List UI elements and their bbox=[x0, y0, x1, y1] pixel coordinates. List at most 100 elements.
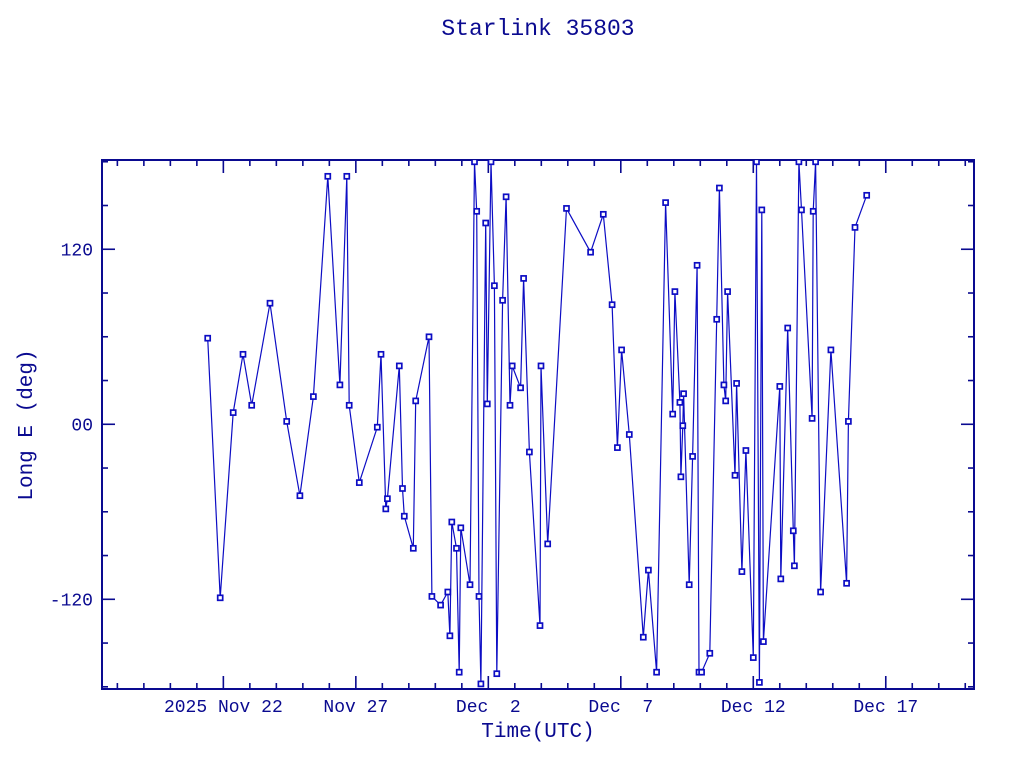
data-point-marker bbox=[731, 471, 739, 479]
data-point-marker bbox=[425, 333, 433, 341]
data-point-marker bbox=[608, 301, 616, 309]
data-point-marker bbox=[724, 288, 731, 295]
data-point-marker bbox=[618, 346, 625, 354]
data-point-marker bbox=[428, 593, 436, 600]
data-point-marker bbox=[776, 383, 784, 390]
data-point-marker bbox=[296, 492, 304, 500]
x-tick-label: Dec 7 bbox=[588, 698, 653, 718]
y-tick-label: -120 bbox=[50, 591, 93, 611]
x-tick-label: Nov 27 bbox=[323, 698, 388, 718]
data-point-marker bbox=[698, 668, 705, 676]
data-point-marker bbox=[716, 184, 723, 192]
x-tick-label: Dec 2 bbox=[456, 698, 521, 718]
data-point-marker bbox=[487, 160, 495, 166]
data-point-marker bbox=[685, 581, 693, 589]
data-point-marker bbox=[662, 199, 669, 206]
y-tick-label: 120 bbox=[61, 241, 93, 261]
data-point-marker bbox=[536, 622, 544, 629]
data-point-marker bbox=[399, 485, 406, 492]
data-point-marker bbox=[742, 447, 750, 454]
data-point-marker bbox=[851, 224, 859, 231]
data-point-marker bbox=[526, 448, 533, 456]
data-point-marker bbox=[384, 495, 391, 503]
data-point-marker bbox=[437, 601, 444, 609]
data-point-marker bbox=[355, 479, 363, 486]
data-point-marker bbox=[749, 654, 757, 661]
data-point-marker bbox=[457, 524, 465, 532]
data-point-marker bbox=[453, 544, 460, 552]
data-point-marker bbox=[204, 334, 212, 342]
chart-title: Starlink 35803 bbox=[441, 16, 635, 42]
data-point-marker bbox=[502, 193, 510, 201]
data-point-marker bbox=[517, 384, 524, 392]
data-point-marker bbox=[466, 581, 474, 589]
data-point-marker bbox=[482, 219, 490, 227]
data-point-marker bbox=[809, 207, 817, 215]
data-line bbox=[207, 161, 868, 684]
data-point-marker bbox=[471, 160, 478, 166]
data-point-marker bbox=[266, 299, 274, 307]
data-point-marker bbox=[444, 588, 452, 596]
data-point-marker bbox=[758, 206, 766, 214]
data-point-marker bbox=[843, 579, 850, 587]
data-point-marker bbox=[343, 172, 351, 180]
data-point-marker bbox=[599, 210, 607, 218]
x-axis-label: Time(UTC) bbox=[481, 721, 595, 744]
x-tick-label: Dec 12 bbox=[721, 698, 786, 718]
data-point-marker bbox=[473, 207, 481, 215]
data-point-marker bbox=[448, 518, 456, 526]
data-point-marker bbox=[706, 649, 714, 657]
data-point-marker bbox=[653, 668, 660, 676]
data-point-marker bbox=[239, 350, 247, 358]
data-point-marker bbox=[377, 350, 385, 358]
data-point-marker bbox=[713, 315, 721, 323]
data-point-marker bbox=[812, 160, 819, 166]
data-point-marker bbox=[645, 566, 652, 574]
data-point-marker bbox=[409, 544, 417, 552]
data-point-marker bbox=[689, 453, 696, 460]
data-point-marker bbox=[455, 668, 463, 676]
data-point-marker bbox=[499, 296, 506, 304]
data-point-marker bbox=[412, 397, 420, 405]
data-point-marker bbox=[679, 422, 687, 430]
data-point-marker bbox=[310, 393, 317, 400]
data-point-marker bbox=[506, 401, 514, 409]
data-point-marker bbox=[493, 670, 501, 678]
data-point-marker bbox=[676, 399, 684, 406]
data-point-marker bbox=[738, 568, 746, 575]
data-point-marker bbox=[520, 275, 527, 282]
data-point-marker bbox=[677, 473, 685, 481]
data-point-marker bbox=[324, 172, 332, 180]
data-point-marker bbox=[248, 401, 256, 409]
data-point-marker bbox=[483, 400, 491, 408]
data-point-marker bbox=[491, 282, 498, 290]
data-point-marker bbox=[477, 680, 485, 688]
data-point-marker bbox=[336, 381, 344, 389]
data-point-marker bbox=[345, 401, 353, 409]
data-point-marker bbox=[669, 410, 677, 418]
data-point-marker bbox=[753, 160, 760, 166]
data-point-marker bbox=[791, 562, 798, 570]
data-point-marker bbox=[693, 261, 701, 269]
data-point-marker bbox=[789, 527, 797, 535]
data-point-marker bbox=[827, 346, 835, 354]
data-point-marker bbox=[795, 160, 803, 166]
data-point-marker bbox=[537, 362, 545, 370]
x-tick-label: 2025 Nov 22 bbox=[164, 698, 283, 718]
data-point-marker bbox=[639, 633, 647, 641]
data-point-marker bbox=[216, 594, 224, 602]
data-point-marker bbox=[756, 679, 763, 686]
data-point-marker bbox=[625, 431, 633, 438]
data-point-marker bbox=[395, 362, 403, 370]
data-point-marker bbox=[508, 362, 516, 370]
data-point-marker bbox=[614, 444, 621, 451]
data-point-marker bbox=[544, 540, 552, 548]
data-point-marker bbox=[382, 505, 390, 513]
data-point-marker bbox=[863, 191, 871, 199]
data-point-marker bbox=[777, 575, 785, 583]
data-point-marker bbox=[229, 409, 237, 416]
data-point-marker bbox=[720, 381, 728, 389]
x-tick-label: Dec 17 bbox=[853, 698, 918, 718]
